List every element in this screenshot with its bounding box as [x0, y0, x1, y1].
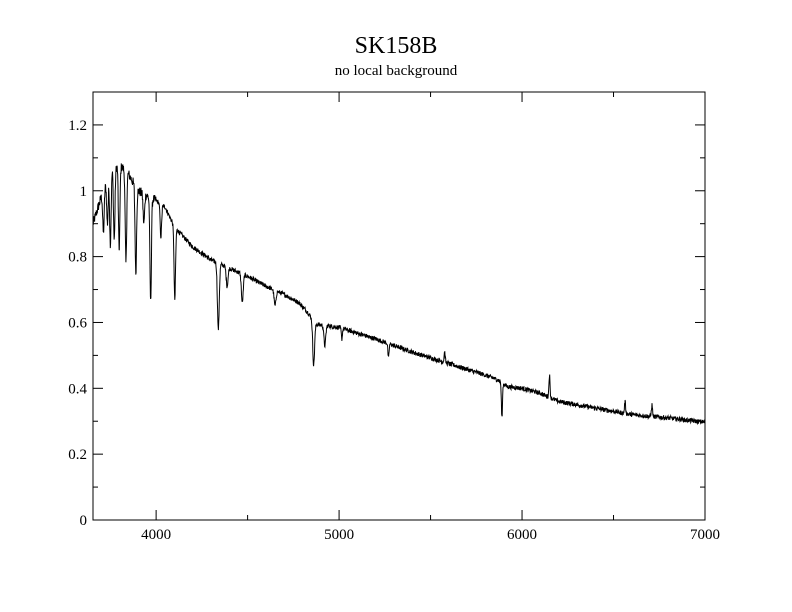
chart-title: SK158B: [354, 33, 438, 59]
y-tick-label: 0.4: [68, 381, 87, 397]
y-tick-label: 0: [80, 513, 88, 529]
chart-subtitle: no local background: [334, 63, 458, 79]
x-tick-label: 6000: [507, 527, 537, 543]
y-tick-label: 0.2: [68, 447, 87, 463]
x-tick-label: 5000: [324, 527, 354, 543]
y-tick-label: 0.6: [68, 315, 87, 331]
tick-labels: 4000 5000 6000 7000 0 0.2 0.4 0.6 0.8 1 1.2: [68, 118, 720, 543]
axis-ticks: [93, 92, 706, 521]
x-tick-label: 4000: [141, 527, 171, 543]
spectrum-line: [92, 163, 706, 426]
plot-frame: [92, 91, 706, 521]
y-tick-label: 0.8: [68, 250, 87, 266]
y-tick-label: 1.2: [68, 118, 87, 134]
y-tick-label: 1: [80, 184, 88, 200]
x-tick-label: 7000: [690, 527, 720, 543]
